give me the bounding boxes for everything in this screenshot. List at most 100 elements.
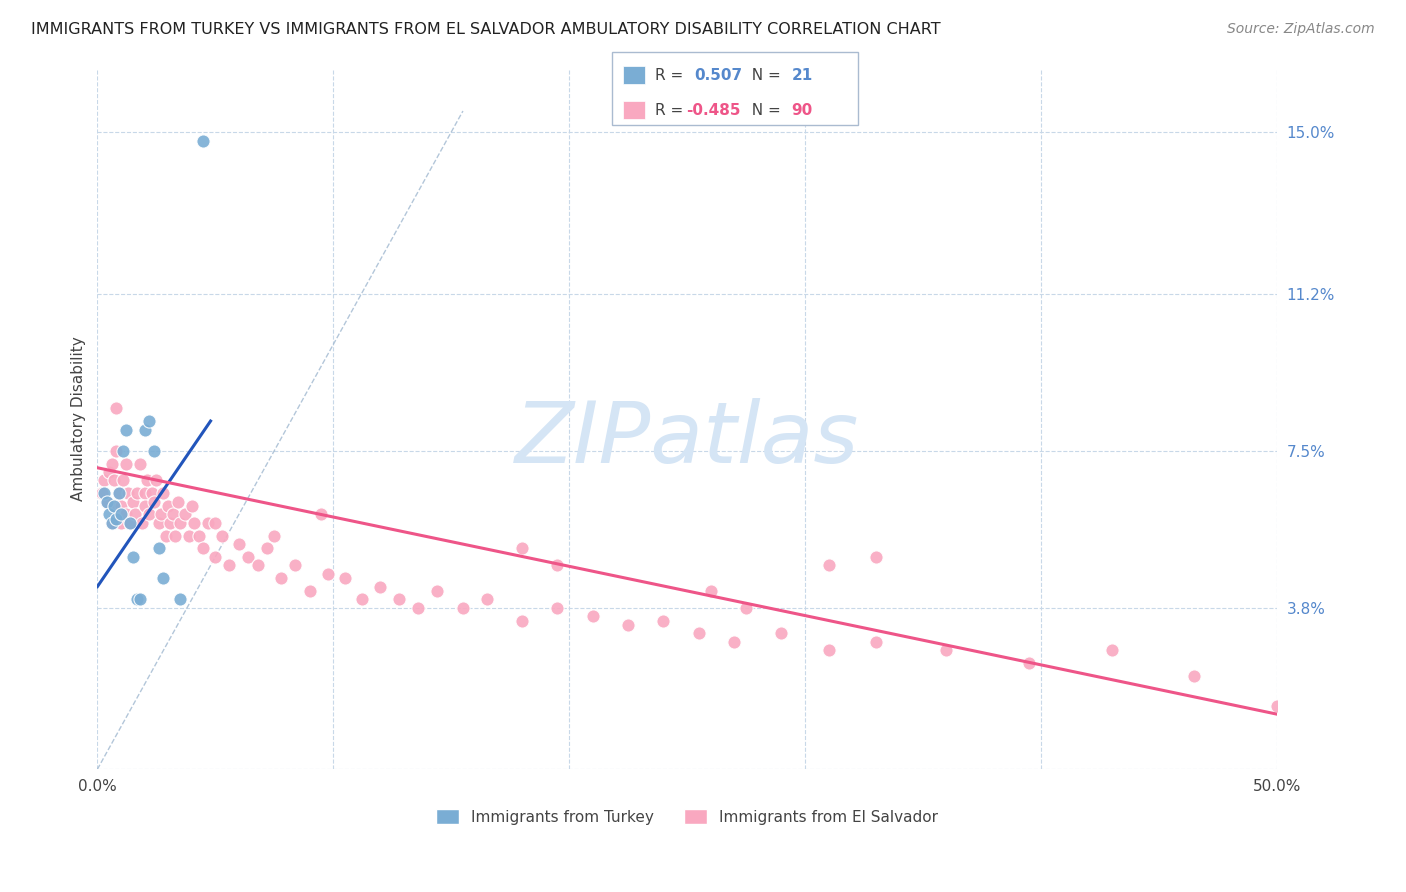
Point [152, 486, 174, 500]
Point [134, 423, 156, 437]
Point [105, 401, 128, 416]
Point [370, 580, 392, 594]
Point [218, 558, 240, 573]
Point [105, 443, 128, 458]
Point [159, 516, 181, 530]
Point [179, 529, 201, 543]
Point [865, 549, 887, 564]
Point [110, 499, 132, 513]
Point [110, 508, 132, 522]
Point [166, 494, 188, 508]
Point [169, 592, 191, 607]
Point [117, 486, 139, 500]
Point [127, 592, 149, 607]
Point [817, 558, 839, 573]
Point [1182, 669, 1205, 683]
Point [173, 508, 195, 522]
Text: R =: R = [655, 68, 689, 83]
Point [148, 516, 170, 530]
Point [510, 614, 533, 628]
Point [121, 494, 143, 508]
Point [96, 494, 118, 508]
Point [546, 601, 568, 615]
Point [107, 486, 129, 500]
Point [135, 474, 157, 488]
Point [114, 423, 136, 437]
Point [318, 566, 340, 581]
Point [865, 635, 887, 649]
Point [120, 516, 142, 530]
Point [688, 626, 710, 640]
Point [169, 516, 191, 530]
Point [204, 516, 226, 530]
Point [238, 549, 260, 564]
Point [134, 486, 156, 500]
Text: N =: N = [742, 103, 786, 118]
Point [103, 499, 125, 513]
Point [103, 499, 125, 513]
Point [298, 583, 321, 598]
Point [131, 516, 153, 530]
Point [112, 443, 135, 458]
Point [148, 541, 170, 556]
Point [114, 508, 136, 522]
Point [138, 414, 160, 428]
Point [100, 516, 122, 530]
Point [96, 494, 118, 508]
Point [93, 474, 115, 488]
Text: 0.507: 0.507 [695, 68, 742, 83]
Point [193, 134, 215, 148]
Point [100, 516, 122, 530]
Point [311, 508, 333, 522]
Point [91, 486, 114, 500]
Point [582, 609, 605, 624]
Point [127, 486, 149, 500]
Point [1101, 643, 1123, 657]
Point [284, 558, 307, 573]
Point [112, 474, 135, 488]
Point [128, 592, 150, 607]
Point [103, 474, 125, 488]
Point [138, 508, 160, 522]
Point [451, 601, 474, 615]
Text: 21: 21 [792, 68, 813, 83]
Point [426, 583, 449, 598]
Point [193, 541, 215, 556]
Text: -0.485: -0.485 [686, 103, 741, 118]
Point [134, 499, 156, 513]
Point [143, 494, 166, 508]
Point [93, 486, 115, 500]
Point [350, 592, 373, 607]
Point [197, 516, 219, 530]
Point [120, 516, 142, 530]
Text: IMMIGRANTS FROM TURKEY VS IMMIGRANTS FROM EL SALVADOR AMBULATORY DISABILITY CORR: IMMIGRANTS FROM TURKEY VS IMMIGRANTS FRO… [31, 22, 941, 37]
Point [152, 571, 174, 585]
Point [406, 601, 429, 615]
Point [333, 571, 356, 585]
Point [98, 508, 121, 522]
Point [617, 618, 640, 632]
Point [270, 571, 292, 585]
Point [475, 592, 498, 607]
Point [770, 626, 793, 640]
Point [652, 614, 675, 628]
Point [263, 529, 285, 543]
Point [817, 643, 839, 657]
Point [735, 601, 758, 615]
Legend: Immigrants from Turkey, Immigrants from El Salvador: Immigrants from Turkey, Immigrants from … [436, 809, 938, 825]
Point [546, 558, 568, 573]
Point [121, 549, 143, 564]
Point [110, 516, 132, 530]
Point [256, 541, 278, 556]
Text: ZIPatlas: ZIPatlas [515, 399, 859, 482]
Point [141, 486, 163, 500]
Point [128, 457, 150, 471]
Point [165, 529, 187, 543]
Point [143, 443, 166, 458]
Point [510, 541, 533, 556]
Point [180, 499, 202, 513]
Point [145, 474, 167, 488]
Text: R =: R = [655, 103, 689, 118]
Point [1265, 698, 1288, 713]
Point [150, 508, 173, 522]
